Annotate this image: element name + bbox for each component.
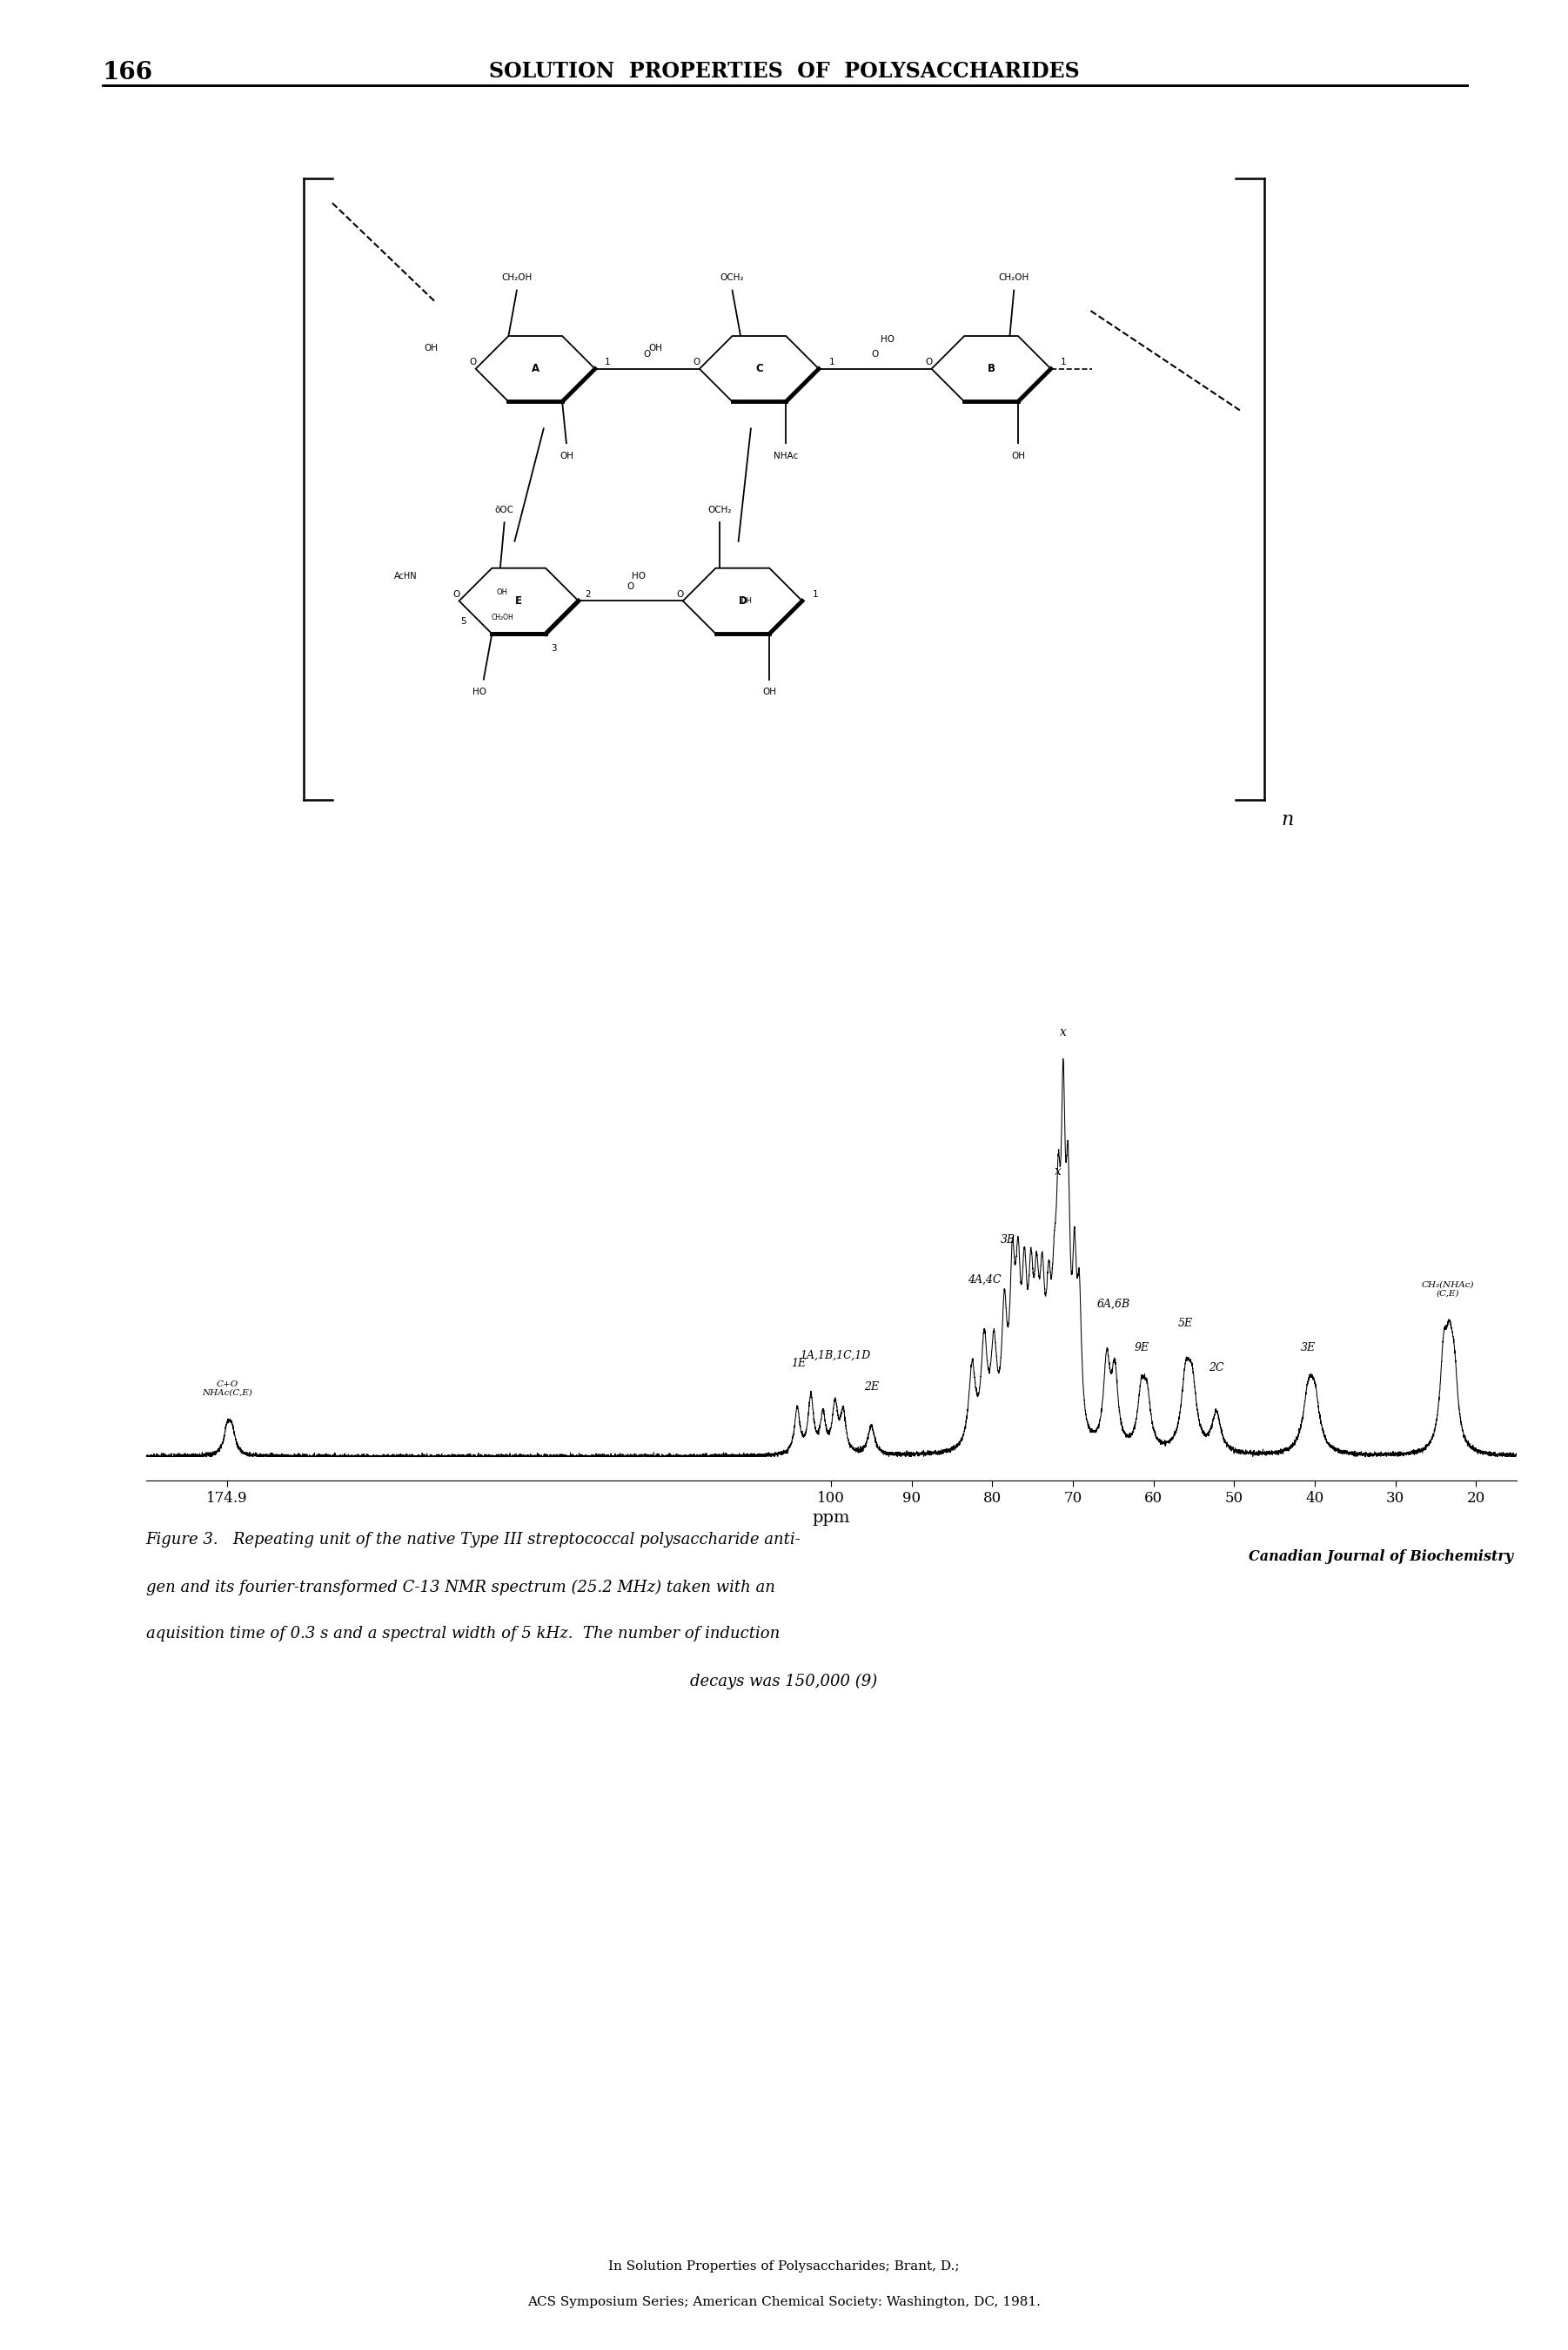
Text: CH₂OH: CH₂OH [491,613,513,620]
Text: O: O [693,357,701,367]
X-axis label: ppm: ppm [812,1511,850,1525]
Text: 166: 166 [102,61,152,85]
Text: SOLUTION  PROPERTIES  OF  POLYSACCHARIDES: SOLUTION PROPERTIES OF POLYSACCHARIDES [489,61,1079,82]
Text: E: E [516,595,522,606]
Text: CH₃(NHAc)
(C,E): CH₃(NHAc) (C,E) [1422,1281,1474,1297]
Text: CH₂OH: CH₂OH [502,273,532,282]
Text: OH: OH [497,590,508,597]
Polygon shape [459,569,579,634]
Text: 2: 2 [585,590,591,599]
Text: HO: HO [632,571,646,580]
Text: 3E: 3E [1301,1342,1316,1354]
Text: OH: OH [762,689,776,696]
Text: OCH₂: OCH₂ [707,505,732,515]
Text: C+O
NHAc(C,E): C+O NHAc(C,E) [202,1379,252,1396]
Text: O: O [469,357,477,367]
Text: decays was 150,000 (9): decays was 150,000 (9) [690,1673,878,1690]
Text: O: O [453,590,461,599]
Text: ōOC: ōOC [495,505,514,515]
Text: 1A,1B,1C,1D: 1A,1B,1C,1D [800,1349,870,1361]
Text: x: x [1055,1166,1062,1177]
Text: 1E: 1E [792,1358,806,1370]
Text: O: O [677,590,684,599]
Text: ACS Symposium Series; American Chemical Society: Washington, DC, 1981.: ACS Symposium Series; American Chemical … [527,2296,1041,2308]
Text: 2C: 2C [1209,1361,1225,1372]
Text: 2E: 2E [864,1382,878,1394]
Polygon shape [699,336,818,402]
Text: O: O [627,583,635,590]
Text: OH: OH [648,343,662,352]
Text: 5: 5 [461,618,466,625]
Text: HO: HO [472,689,486,696]
Text: O: O [643,350,651,360]
Text: 3: 3 [550,644,557,653]
Text: 1: 1 [812,590,818,599]
Text: OH: OH [560,451,574,461]
Text: OCH₂: OCH₂ [720,273,745,282]
Text: O: O [872,350,878,360]
Polygon shape [684,569,803,634]
Text: 1: 1 [1062,357,1066,367]
Text: C: C [756,364,764,374]
Text: aquisition time of 0.3 s and a spectral width of 5 kHz.  The number of induction: aquisition time of 0.3 s and a spectral … [146,1626,779,1643]
Text: 1: 1 [829,357,834,367]
Text: OH: OH [425,343,439,352]
Text: 6A,6B: 6A,6B [1096,1297,1131,1309]
Polygon shape [475,336,594,402]
Text: Canadian Journal of Biochemistry: Canadian Journal of Biochemistry [1250,1549,1513,1565]
Text: In Solution Properties of Polysaccharides; Brant, D.;: In Solution Properties of Polysaccharide… [608,2261,960,2272]
Text: Figure 3.   Repeating unit of the native Type III streptococcal polysaccharide a: Figure 3. Repeating unit of the native T… [146,1532,801,1549]
Polygon shape [931,336,1051,402]
Text: 3B: 3B [1000,1234,1016,1246]
Text: D: D [739,595,746,606]
Text: OH: OH [742,597,753,604]
Text: CH₂OH: CH₂OH [999,273,1029,282]
Text: O: O [925,357,933,367]
Text: n: n [1281,811,1294,830]
Text: OH: OH [1011,451,1025,461]
Text: 5E: 5E [1178,1318,1193,1330]
Text: AcHN: AcHN [395,571,417,580]
Text: x: x [1060,1027,1066,1039]
Text: A: A [532,364,539,374]
Text: 4A,4C: 4A,4C [967,1274,1000,1285]
Text: gen and its fourier-transformed C-13 NMR spectrum (25.2 MHz) taken with an: gen and its fourier-transformed C-13 NMR… [146,1579,775,1596]
Text: HO: HO [880,336,894,343]
Text: B: B [988,364,996,374]
Text: 9E: 9E [1134,1342,1149,1354]
Text: NHAc: NHAc [773,451,798,461]
Text: 1: 1 [605,357,612,367]
